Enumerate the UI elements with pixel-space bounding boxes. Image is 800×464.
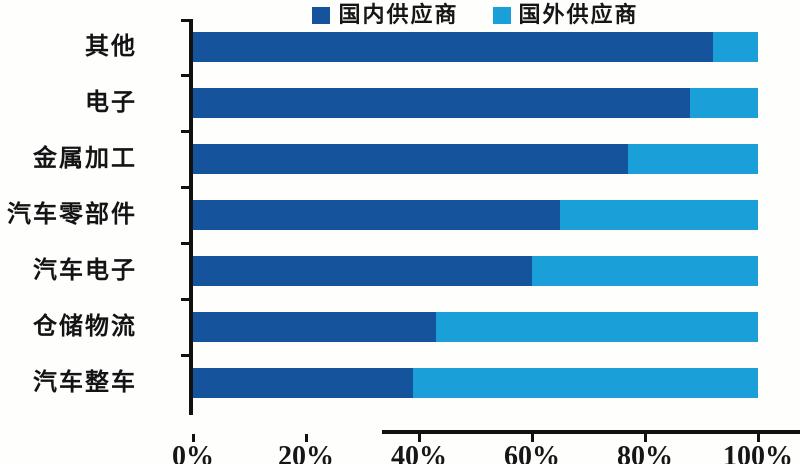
- x-axis-tick-label: 60%: [504, 441, 560, 464]
- y-axis-tick: [181, 185, 192, 189]
- legend-item-domestic: 国内供应商: [312, 4, 458, 26]
- y-axis-tick: [181, 297, 192, 301]
- chart-legend: 国内供应商 国外供应商: [193, 2, 758, 28]
- bar-segment-domestic: [193, 144, 629, 174]
- bar-segment-foreign: [413, 368, 758, 398]
- category-label: 仓储物流: [33, 314, 137, 340]
- legend-item-foreign: 国外供应商: [492, 2, 639, 27]
- x-axis-tick: [417, 434, 421, 442]
- x-axis-tick-label: 20%: [278, 441, 334, 464]
- category-label: 汽车电子: [33, 258, 137, 284]
- category-label: 汽车零部件: [7, 202, 137, 228]
- bar-row: [193, 312, 758, 342]
- bar-segment-foreign: [690, 88, 758, 118]
- category-label: 汽车整车: [33, 370, 137, 396]
- x-axis-tick-label: 40%: [391, 441, 447, 464]
- bar-segment-foreign: [712, 32, 758, 62]
- x-axis-tick-label: 0%: [172, 441, 214, 464]
- bar-segment-foreign: [435, 312, 758, 342]
- y-axis-line: [189, 19, 193, 415]
- bar-segment-domestic: [193, 368, 414, 398]
- bar-row: [193, 200, 758, 230]
- legend-label: 国内供应商: [338, 2, 459, 27]
- bar-segment-foreign: [560, 200, 758, 230]
- category-label: 金属加工: [33, 146, 137, 172]
- x-axis-tick: [304, 434, 308, 442]
- y-axis-tick: [181, 73, 192, 77]
- category-label: 其他: [85, 34, 137, 60]
- bar-segment-foreign: [532, 256, 758, 286]
- x-axis-tick: [191, 434, 195, 442]
- bar-segment-domestic: [193, 312, 436, 342]
- y-axis-tick: [181, 19, 192, 22]
- legend-label: 国外供应商: [518, 2, 639, 27]
- legend-swatch-icon: [492, 6, 511, 24]
- x-axis-tick: [756, 434, 760, 442]
- bar-segment-domestic: [193, 200, 561, 230]
- y-axis-tick: [181, 129, 192, 133]
- category-label: 电子: [85, 90, 137, 116]
- y-axis-tick: [181, 241, 192, 245]
- bar-segment-domestic: [193, 88, 691, 118]
- bar-segment-foreign: [628, 144, 758, 174]
- bar-segment-domestic: [193, 32, 713, 62]
- x-axis-tick: [643, 434, 647, 442]
- bar-row: [193, 256, 758, 286]
- x-axis-line: [382, 430, 800, 434]
- bar-row: [193, 88, 758, 118]
- x-axis-tick-label: 100%: [723, 441, 793, 464]
- plot-area: 其他电子金属加工汽车零部件汽车电子仓储物流汽车整车 0% 20% 40% 60% 80% 1…: [7, 19, 800, 464]
- bar-row: [193, 368, 758, 398]
- x-axis-tick: [530, 434, 534, 442]
- bar-segment-domestic: [193, 256, 532, 286]
- legend-swatch-icon: [312, 6, 331, 24]
- y-axis-tick: [181, 353, 192, 357]
- x-axis-tick-label: 80%: [617, 441, 673, 464]
- bar-row: [193, 144, 758, 174]
- bar-row: [193, 32, 758, 62]
